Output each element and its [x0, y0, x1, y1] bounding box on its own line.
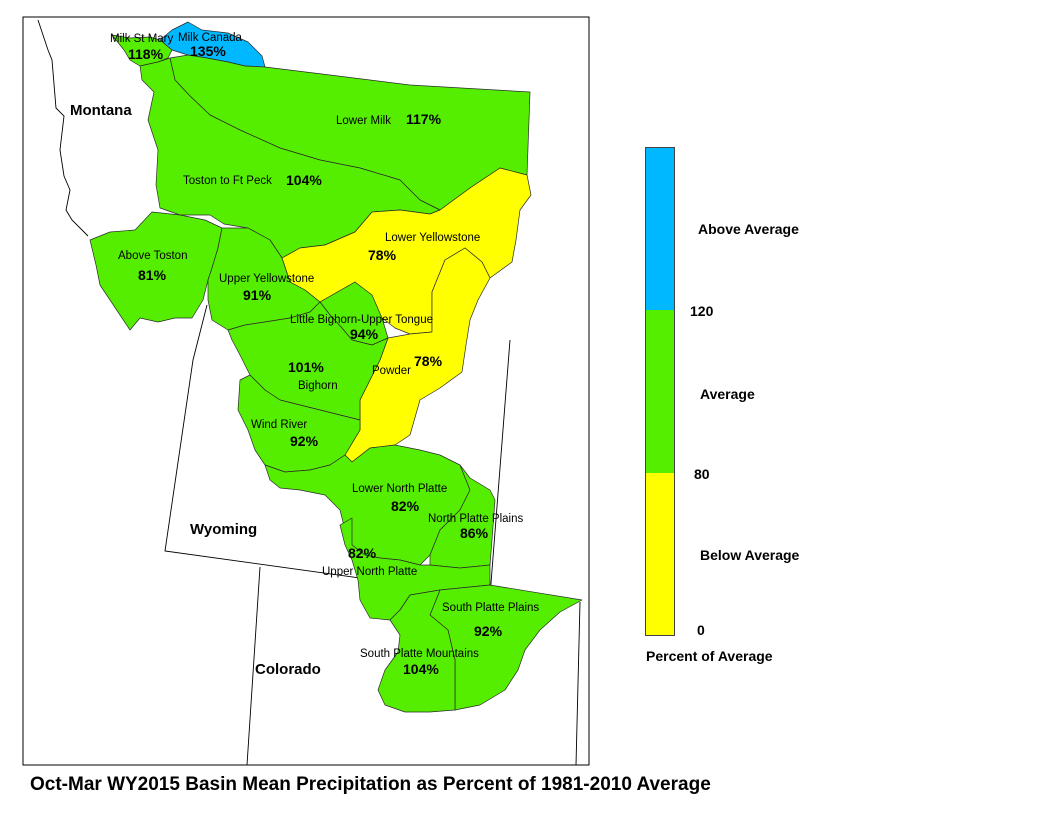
- basin-name-label: Above Toston: [118, 250, 187, 262]
- state-outlines: [37, 19, 581, 766]
- basin-percent-label: 92%: [290, 433, 319, 449]
- basin-percent-label: 117%: [406, 111, 442, 127]
- basin-percent-label: 82%: [348, 545, 377, 561]
- basin-polygons: [89, 21, 583, 713]
- basin-percent-label: 78%: [414, 353, 443, 369]
- legend-break-0: 0: [697, 622, 705, 638]
- legend-label-average: Average: [700, 386, 755, 402]
- legend-swatch-below-average: [646, 473, 674, 635]
- basin-south-platte-mountains: [377, 589, 456, 713]
- map-frame: [22, 16, 590, 766]
- state-label-colorado: Colorado: [255, 661, 321, 678]
- basin-milk-st-mary: [111, 34, 173, 67]
- basin-percent-label: 104%: [286, 172, 322, 188]
- state-label-montana: Montana: [70, 102, 132, 119]
- basin-name-label: Lower North Platte: [352, 483, 447, 495]
- legend-swatch-above-average: [646, 148, 674, 310]
- legend-label-below-average: Below Average: [700, 547, 800, 563]
- basin-name-label: Upper Yellowstone: [219, 273, 314, 285]
- basin-percent-label: 81%: [138, 267, 167, 283]
- basin-percent-label: 118%: [128, 46, 164, 62]
- basin-name-label: Bighorn: [298, 380, 338, 392]
- basin-percent-label: 91%: [243, 287, 272, 303]
- basin-name-label: North Platte Plains: [428, 513, 523, 525]
- basin-percent-label: 135%: [190, 43, 226, 59]
- basin-wind-river: [237, 374, 361, 473]
- legend-color-bar: [645, 147, 675, 636]
- legend-break-120: 120: [690, 303, 714, 319]
- basin-percent-label: 78%: [368, 247, 397, 263]
- basin-name-label: Toston to Ft Peck: [183, 175, 272, 187]
- basin-percent-label: 104%: [403, 661, 439, 677]
- legend-title: Percent of Average: [646, 648, 773, 664]
- basin-percent-label: 82%: [391, 498, 420, 514]
- basin-labels: Milk St Mary 118% Milk Canada 135% Lower…: [110, 32, 539, 677]
- state-label-wyoming: Wyoming: [190, 521, 257, 538]
- map-title: Oct-Mar WY2015 Basin Mean Precipitation …: [30, 774, 711, 795]
- basin-percent-label: 86%: [460, 525, 489, 541]
- basin-name-label: Milk St Mary: [110, 33, 174, 45]
- basin-percent-label: 101%: [288, 359, 324, 375]
- basin-name-label: Powder: [372, 365, 411, 377]
- basin-name-label: Lower Yellowstone: [385, 232, 480, 244]
- basin-name-label: Little Bighorn-Upper Tongue: [290, 314, 433, 326]
- basin-name-label: South Platte Mountains: [360, 648, 479, 660]
- basin-name-label: Lower Milk: [336, 115, 391, 127]
- basin-name-label: Wind River: [251, 419, 307, 431]
- legend-swatch-average: [646, 310, 674, 473]
- basin-name-label: Milk Canada: [178, 32, 243, 44]
- legend-label-above-average: Above Average: [698, 221, 799, 237]
- basin-percent-label: 92%: [474, 623, 503, 639]
- legend-break-80: 80: [694, 466, 710, 482]
- basin-name-label: South Platte Plains: [442, 602, 539, 614]
- basin-name-label: Upper North Platte: [322, 566, 417, 578]
- basin-percent-label: 94%: [350, 326, 379, 342]
